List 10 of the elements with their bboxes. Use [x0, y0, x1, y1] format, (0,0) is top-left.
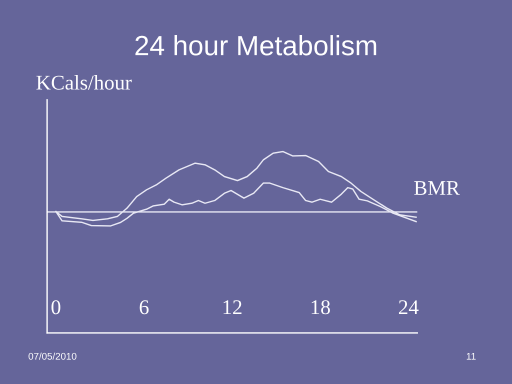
y-axis-title: KCals/hour	[36, 75, 132, 90]
x-tick-label: 18	[312, 300, 330, 314]
ref-line-label: BMR	[414, 181, 460, 195]
text: 11	[466, 352, 476, 360]
chart-title: 24 hour Metabolism	[135, 35, 376, 56]
x-tick-label: 12	[224, 300, 242, 314]
x-tick-label: 24	[398, 300, 419, 314]
x-tick-label: 6	[140, 300, 149, 314]
x-tick-label: 0	[52, 300, 60, 314]
text: 07/05/2010	[28, 352, 76, 360]
